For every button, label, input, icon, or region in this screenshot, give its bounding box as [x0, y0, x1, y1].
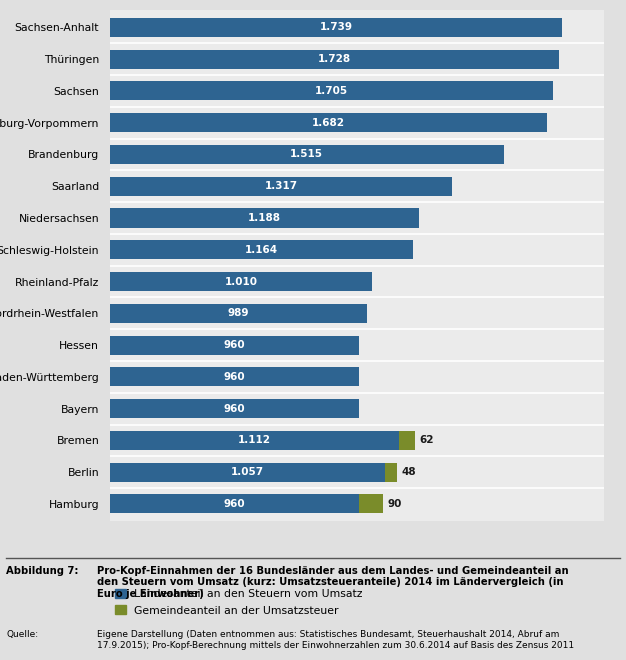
Text: 1.188: 1.188 [248, 213, 280, 223]
Bar [110, 50, 559, 69]
Text: 960: 960 [223, 372, 245, 382]
Text: Pro-Kopf-Einnahmen der 16 Bundesländer aus dem Landes- und Gemeindeanteil an
den: Pro-Kopf-Einnahmen der 16 Bundesländer a… [97, 566, 568, 599]
Text: 989: 989 [227, 308, 249, 318]
Legend: Landesanteil an den Steuern vom Umsatz, Gemeindeanteil an der Umsatzsteuer: Landesanteil an den Steuern vom Umsatz, … [115, 589, 363, 616]
Bar [110, 81, 553, 100]
Text: 48: 48 [402, 467, 416, 477]
Bar [110, 463, 384, 482]
Text: 1.705: 1.705 [315, 86, 348, 96]
Bar [110, 431, 399, 450]
Text: 1.682: 1.682 [312, 117, 345, 127]
Text: 1.739: 1.739 [319, 22, 352, 32]
Text: 1.010: 1.010 [225, 277, 257, 286]
Bar [110, 177, 453, 196]
Text: 960: 960 [223, 340, 245, 350]
Bar [384, 463, 397, 482]
Text: 1.515: 1.515 [290, 149, 323, 160]
Text: 960: 960 [223, 404, 245, 414]
Bar [110, 209, 419, 228]
Bar [110, 240, 413, 259]
Text: 1.112: 1.112 [238, 436, 271, 446]
Bar [110, 304, 367, 323]
Bar [359, 494, 383, 513]
Text: 1.057: 1.057 [230, 467, 264, 477]
Bar [110, 113, 547, 132]
Bar [110, 368, 359, 386]
Bar [110, 272, 372, 291]
Text: 960: 960 [223, 499, 245, 509]
Text: Abbildung 7:: Abbildung 7: [6, 566, 79, 576]
Bar [110, 399, 359, 418]
Text: 90: 90 [387, 499, 402, 509]
Bar [110, 335, 359, 354]
Bar [110, 494, 359, 513]
Text: 62: 62 [420, 436, 434, 446]
Bar [110, 145, 504, 164]
Text: 1.728: 1.728 [318, 54, 351, 64]
Text: 1.317: 1.317 [264, 182, 297, 191]
Bar [110, 18, 562, 37]
Text: 1.164: 1.164 [245, 245, 277, 255]
Bar [399, 431, 415, 450]
Text: Quelle:: Quelle: [6, 630, 38, 640]
Text: Eigene Darstellung (Daten entnommen aus: Statistisches Bundesamt, Steuerhaushalt: Eigene Darstellung (Daten entnommen aus:… [97, 630, 574, 649]
